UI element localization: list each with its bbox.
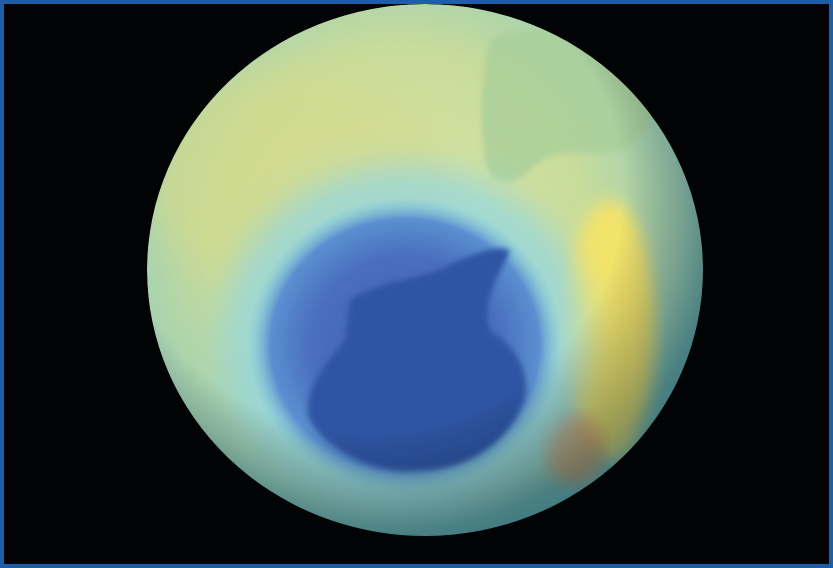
globe — [147, 4, 703, 536]
globe-shading — [147, 4, 703, 536]
